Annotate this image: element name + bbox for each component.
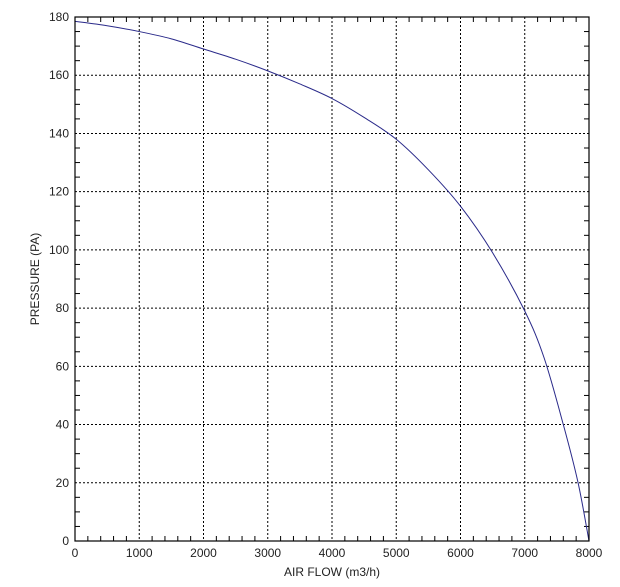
y-axis-label: PRESSURE (PA) <box>28 233 42 325</box>
series-line <box>74 20 590 542</box>
y-tick-label: 0 <box>62 534 69 548</box>
y-tick-label: 140 <box>49 126 69 140</box>
x-tick-label: 0 <box>72 546 79 560</box>
x-tick-label: 5000 <box>383 546 410 560</box>
x-tick-label: 8000 <box>576 546 603 560</box>
plot-frame <box>74 16 590 542</box>
x-tick-label: 2000 <box>190 546 217 560</box>
x-tick-label: 7000 <box>511 546 538 560</box>
y-tick-label: 60 <box>56 359 70 373</box>
x-tick-label: 4000 <box>319 546 346 560</box>
y-tick-labels: 0 20 40 60 80 100 120 140 160 180 <box>49 10 69 548</box>
y-tick-label: 180 <box>49 10 69 24</box>
ticks <box>75 17 589 541</box>
y-tick-label: 20 <box>56 476 70 490</box>
x-tick-labels: 0 1000 2000 3000 4000 5000 6000 7000 8000 <box>72 546 603 560</box>
y-tick-label: 40 <box>56 418 70 432</box>
y-tick-label: 100 <box>49 243 69 257</box>
x-tick-label: 6000 <box>447 546 474 560</box>
x-axis-label: AIR FLOW (m3/h) <box>284 565 380 579</box>
y-tick-label: 80 <box>56 301 70 315</box>
x-tick-label: 3000 <box>254 546 281 560</box>
grid <box>75 17 589 541</box>
x-tick-label: 1000 <box>126 546 153 560</box>
y-tick-label: 160 <box>49 68 69 82</box>
y-tick-label: 120 <box>49 185 69 199</box>
